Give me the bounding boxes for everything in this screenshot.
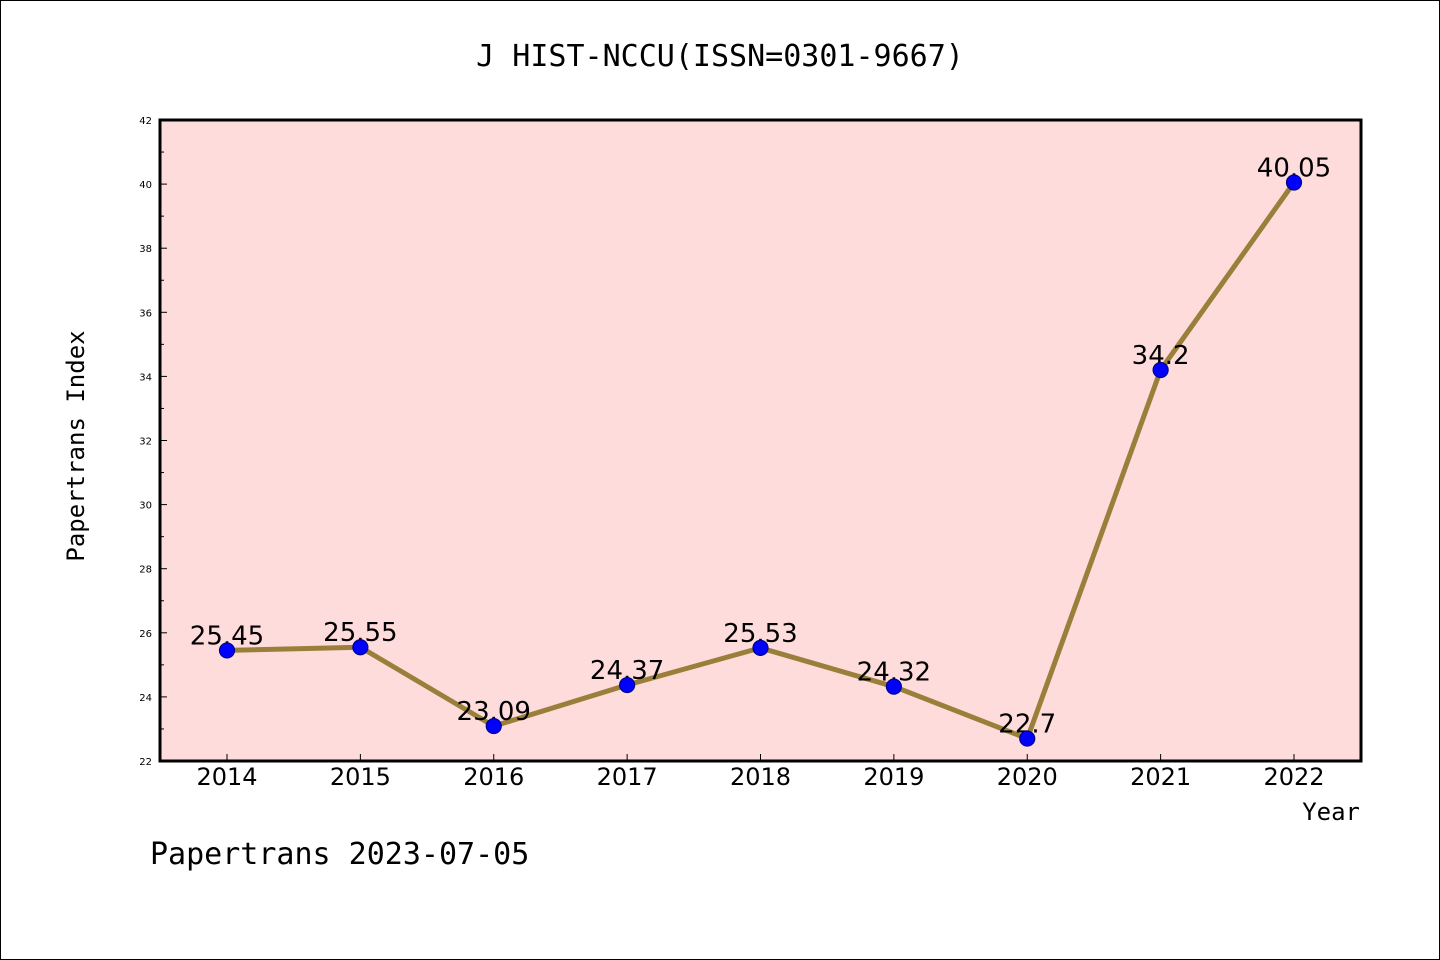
data-point-2017 <box>619 676 636 694</box>
y-tick-label-22: 22 <box>139 757 152 768</box>
y-tick-label-36: 36 <box>139 308 152 319</box>
x-tick-label-2014: 2014 <box>196 763 257 791</box>
x-tick-label-2022: 2022 <box>1263 763 1324 791</box>
data-point-2019 <box>885 678 902 695</box>
data-point-2021 <box>1152 361 1169 379</box>
x-tick-label-2017: 2017 <box>597 763 658 791</box>
data-point-2022 <box>1285 174 1303 191</box>
y-tick-label-40: 40 <box>139 180 152 191</box>
y-tick-label-42: 42 <box>139 116 152 127</box>
plot-frame <box>158 118 1363 763</box>
x-axis-ticks: 2014 2015 2016 2017 2018 2019 2020 2021 2022 <box>196 754 1325 791</box>
data-point-2015 <box>352 639 369 656</box>
data-point-2018 <box>752 639 769 656</box>
x-tick-label-2020: 2020 <box>997 763 1058 791</box>
y-tick-label-26: 26 <box>139 629 152 640</box>
y-tick-label-32: 32 <box>139 437 152 448</box>
chart-title: J HIST-NCCU(ISSN=0301-9667) <box>476 39 964 74</box>
x-tick-label-2018: 2018 <box>730 763 791 791</box>
x-axis-label: Year <box>1302 798 1360 826</box>
y-axis-ticks: 22 24 26 28 30 32 34 36 38 40 42 <box>139 116 167 768</box>
x-tick-label-2021: 2021 <box>1130 763 1191 791</box>
data-point-2020 <box>1019 730 1036 747</box>
footer-text: Papertrans 2023-07-05 <box>150 837 529 872</box>
x-tick-label-2016: 2016 <box>463 763 524 791</box>
y-tick-label-30: 30 <box>139 501 152 512</box>
data-point-2014 <box>218 642 236 659</box>
x-tick-label-2015: 2015 <box>330 763 391 791</box>
series-layer: 25.45 25.5523.0924.3725.5324.3222.734.240… <box>190 153 1331 747</box>
data-point-2016 <box>485 717 502 735</box>
y-tick-label-28: 28 <box>139 565 152 576</box>
y-tick-label-24: 24 <box>139 693 152 704</box>
y-tick-label-34: 34 <box>139 372 152 383</box>
plot-area <box>160 120 1361 761</box>
y-axis-label: Papertrans Index <box>62 330 90 561</box>
y-tick-label-38: 38 <box>139 244 152 255</box>
x-tick-label-2019: 2019 <box>863 763 924 791</box>
